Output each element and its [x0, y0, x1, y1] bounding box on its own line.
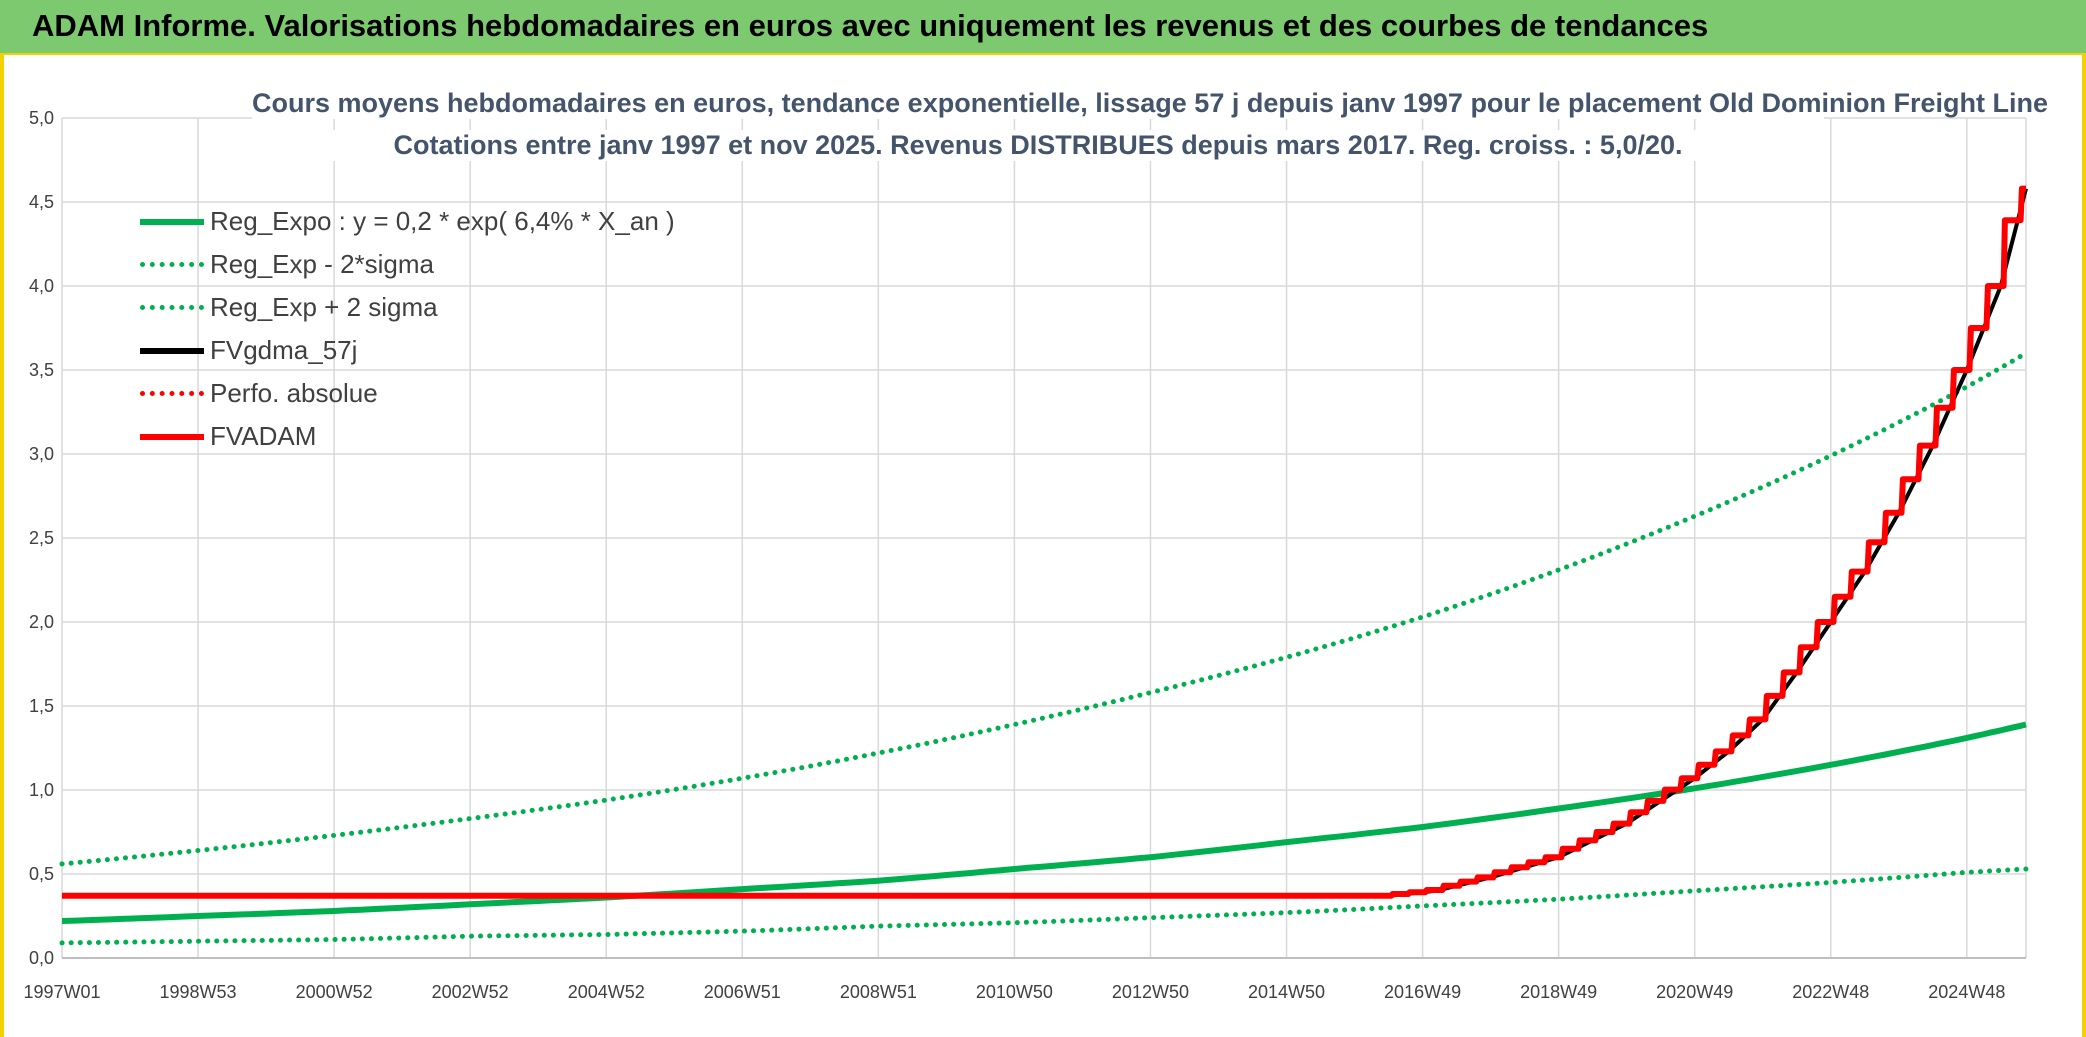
y-tick-label: 0,0 [29, 948, 54, 968]
legend-label: Reg_Expo : y = 0,2 * exp( 6,4% * X_an ) [210, 206, 675, 236]
legend-swatch [140, 433, 204, 440]
series-line-1 [59, 866, 2029, 946]
header-banner: ADAM Informe. Valorisations hebdomadaire… [0, 0, 2086, 55]
y-tick-label: 2,0 [29, 612, 54, 632]
legend-item: Reg_Exp + 2 sigma [140, 286, 675, 329]
legend-item: FVgdma_57j [140, 329, 675, 372]
x-tick-label: 2024W48 [1928, 982, 2005, 1002]
chart-legend: Reg_Expo : y = 0,2 * exp( 6,4% * X_an ) R… [140, 200, 675, 458]
legend-swatch [140, 305, 204, 310]
x-tick-label: 2002W52 [432, 982, 509, 1002]
chart-frame [0, 55, 2086, 1037]
x-tick-label: 2008W51 [840, 982, 917, 1002]
y-tick-label: 3,5 [29, 360, 54, 380]
x-tick-label: 2020W49 [1656, 982, 1733, 1002]
x-tick-label: 2018W49 [1520, 982, 1597, 1002]
x-tick-label: 2004W52 [568, 982, 645, 1002]
x-tick-label: 2000W52 [296, 982, 373, 1002]
legend-label: Reg_Exp - 2*sigma [210, 249, 434, 279]
legend-label: FVgdma_57j [210, 335, 358, 365]
legend-swatch [140, 262, 204, 267]
legend-label: Perfo. absolue [210, 378, 378, 408]
legend-swatch [140, 391, 204, 396]
legend-item: Reg_Expo : y = 0,2 * exp( 6,4% * X_an ) [140, 200, 675, 243]
page-title: ADAM Informe. Valorisations hebdomadaire… [32, 8, 1709, 43]
y-tick-label: 4,0 [29, 276, 54, 296]
y-tick-label: 3,0 [29, 444, 54, 464]
chart-title: Cours moyens hebdomadaires en euros, ten… [252, 88, 2048, 119]
series-line-2 [59, 350, 2029, 867]
chart-subtitle: Cotations entre janv 1997 et nov 2025. R… [252, 130, 1824, 161]
x-tick-label: 2022W48 [1792, 982, 1869, 1002]
y-tick-label: 1,0 [29, 780, 54, 800]
series-line-5 [62, 185, 2026, 899]
y-tick-label: 0,5 [29, 864, 54, 884]
legend-label: Reg_Exp + 2 sigma [210, 292, 438, 322]
y-tick-label: 4,5 [29, 192, 54, 212]
x-tick-label: 1998W53 [160, 982, 237, 1002]
x-tick-label: 2006W51 [704, 982, 781, 1002]
legend-swatch [140, 347, 204, 354]
legend-swatch [140, 218, 204, 225]
x-axis-ticks: 1997W01 1998W53 2000W52 2002W52 2004W52 2006W… [23, 982, 2005, 1002]
y-axis-ticks: 0,0 0,5 1,0 1,5 2,0 2,5 3,0 3,5 4,0 4,5 5,0 [29, 108, 54, 968]
legend-item: Reg_Exp - 2*sigma [140, 243, 675, 286]
legend-item: Perfo. absolue [140, 372, 675, 415]
x-tick-label: 2014W50 [1248, 982, 1325, 1002]
series-line-0 [61, 721, 2027, 924]
x-tick-label: 1997W01 [23, 982, 100, 1002]
x-tick-label: 2016W49 [1384, 982, 1461, 1002]
legend-label: FVADAM [210, 421, 317, 451]
x-tick-label: 2012W50 [1112, 982, 1189, 1002]
chart-series [59, 185, 2029, 946]
y-tick-label: 1,5 [29, 696, 54, 716]
y-tick-label: 5,0 [29, 108, 54, 128]
x-tick-label: 2010W50 [976, 982, 1053, 1002]
y-tick-label: 2,5 [29, 528, 54, 548]
legend-item: FVADAM [140, 415, 675, 458]
